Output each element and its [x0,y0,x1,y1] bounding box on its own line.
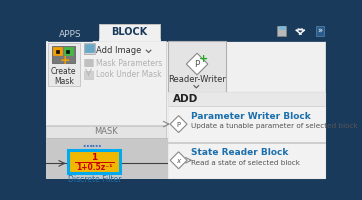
Text: Mask Parameters: Mask Parameters [96,59,163,68]
Bar [82,57,165,69]
Bar [165,41,166,138]
Text: x: x [177,158,181,164]
Bar [46,38,325,41]
Text: Update a tunable parameter of selected block: Update a tunable parameter of selected b… [191,123,358,129]
Bar [168,41,226,99]
Text: +: + [199,54,208,64]
Text: +: + [60,54,71,67]
Text: Look Under Mask: Look Under Mask [96,70,162,79]
Text: Add Image: Add Image [96,46,142,55]
Text: State Reader Block: State Reader Block [191,148,288,157]
Bar [82,69,165,82]
Bar [84,45,93,54]
Text: MASK: MASK [94,127,118,136]
Bar [64,47,73,55]
Bar [84,43,95,54]
Bar [48,27,92,41]
Bar [168,106,325,142]
Bar [168,142,325,143]
Text: BLOCK: BLOCK [111,27,147,37]
Text: ……: …… [83,139,102,149]
Bar [316,26,324,36]
Bar [168,92,325,178]
Bar [98,24,160,41]
Bar [168,143,325,178]
Bar [48,43,80,86]
Bar [84,59,93,66]
Text: Reader-Writer: Reader-Writer [168,75,226,84]
Bar [46,126,165,138]
Text: 1+0.5z⁻¹: 1+0.5z⁻¹ [76,163,113,172]
Bar [46,138,168,178]
Text: ADD: ADD [173,94,198,104]
Polygon shape [170,152,187,169]
Polygon shape [170,116,187,133]
Bar [46,125,165,126]
Bar [85,59,92,66]
Text: 1: 1 [91,153,97,162]
Bar [279,30,285,34]
Bar [53,47,62,55]
Text: Create
Mask: Create Mask [51,67,77,86]
Polygon shape [186,53,208,75]
Bar [52,46,75,63]
Text: »: » [317,26,322,35]
Text: APPS: APPS [59,30,81,39]
Bar [68,150,120,173]
Bar [85,46,92,52]
Text: P: P [194,60,200,69]
Bar [277,26,286,36]
Bar [168,92,325,106]
Bar [66,50,69,53]
Text: P: P [177,122,181,128]
Bar [85,44,94,52]
Bar [82,43,165,57]
Bar [46,24,325,38]
Text: Parameter Writer Block: Parameter Writer Block [191,112,311,121]
Bar [46,41,165,141]
Bar [279,26,285,29]
Bar [98,39,160,41]
Bar [84,71,93,79]
Text: Read a state of selected block: Read a state of selected block [191,160,300,166]
Text: Discrete Filter: Discrete Filter [68,175,121,184]
Bar [46,41,325,178]
Bar [56,50,59,53]
